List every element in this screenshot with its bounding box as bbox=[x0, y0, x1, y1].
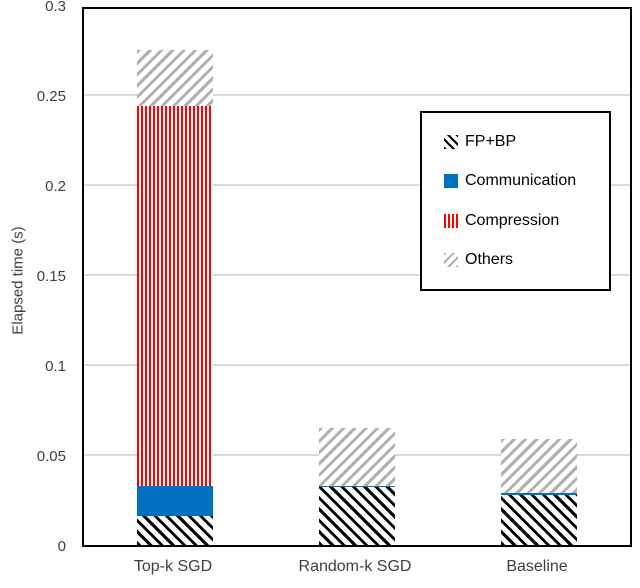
plot-area: FP+BP Communication Compression Others bbox=[82, 7, 632, 547]
segment-communication bbox=[501, 492, 577, 495]
gridline bbox=[84, 364, 630, 366]
legend: FP+BP Communication Compression Others bbox=[420, 111, 611, 291]
segment-fp-bp bbox=[501, 494, 577, 545]
bar-baseline bbox=[501, 438, 577, 545]
bar-top-k-sgd bbox=[137, 50, 213, 545]
x-axis-label-random-k-sgd: Random-k SGD bbox=[298, 558, 412, 575]
y-tick-label: 0.05 bbox=[36, 448, 66, 465]
segment-fp-bp bbox=[137, 516, 213, 545]
fp-bp-hatch-swatch-icon bbox=[444, 134, 458, 149]
y-tick-label: 0.3 bbox=[45, 0, 66, 15]
y-tick-label: 0.2 bbox=[45, 178, 66, 195]
legend-label-compression: Compression bbox=[465, 211, 560, 229]
segment-fp-bp bbox=[319, 487, 395, 545]
legend-item-others: Others bbox=[444, 249, 609, 271]
gridline bbox=[84, 184, 630, 186]
legend-label-others: Others bbox=[465, 251, 514, 269]
x-axis-label-top-k-sgd: Top-k SGD bbox=[133, 558, 213, 575]
segment-others bbox=[137, 50, 213, 106]
y-tick-label: 0.25 bbox=[36, 88, 66, 105]
compression-stripes-swatch-icon bbox=[444, 213, 458, 228]
segment-communication bbox=[137, 485, 213, 517]
legend-item-fp-bp: FP+BP bbox=[444, 131, 609, 153]
bar-slot-baseline bbox=[448, 438, 630, 545]
legend-item-compression: Compression bbox=[444, 210, 609, 232]
legend-label-fp-bp: FP+BP bbox=[465, 132, 517, 150]
others-hatch-swatch-icon bbox=[444, 253, 458, 268]
segment-compression bbox=[137, 105, 213, 486]
bar-slot-top-k-sgd bbox=[84, 50, 266, 545]
x-axis-label-baseline: Baseline bbox=[506, 558, 568, 575]
gridline bbox=[84, 274, 630, 276]
y-tick-label: 0.15 bbox=[36, 268, 66, 285]
legend-label-communication: Communication bbox=[465, 172, 577, 190]
legend-item-communication: Communication bbox=[444, 170, 609, 192]
segment-communication bbox=[319, 485, 395, 488]
bar-random-k-sgd bbox=[319, 428, 395, 545]
gridline bbox=[84, 94, 630, 96]
segment-others bbox=[319, 428, 395, 486]
y-tick-label: 0.1 bbox=[45, 358, 66, 375]
y-tick-label: 0 bbox=[57, 538, 66, 555]
communication-solid-swatch-icon bbox=[444, 174, 458, 189]
segment-others bbox=[501, 438, 577, 493]
bar-slot-random-k-sgd bbox=[266, 428, 448, 545]
